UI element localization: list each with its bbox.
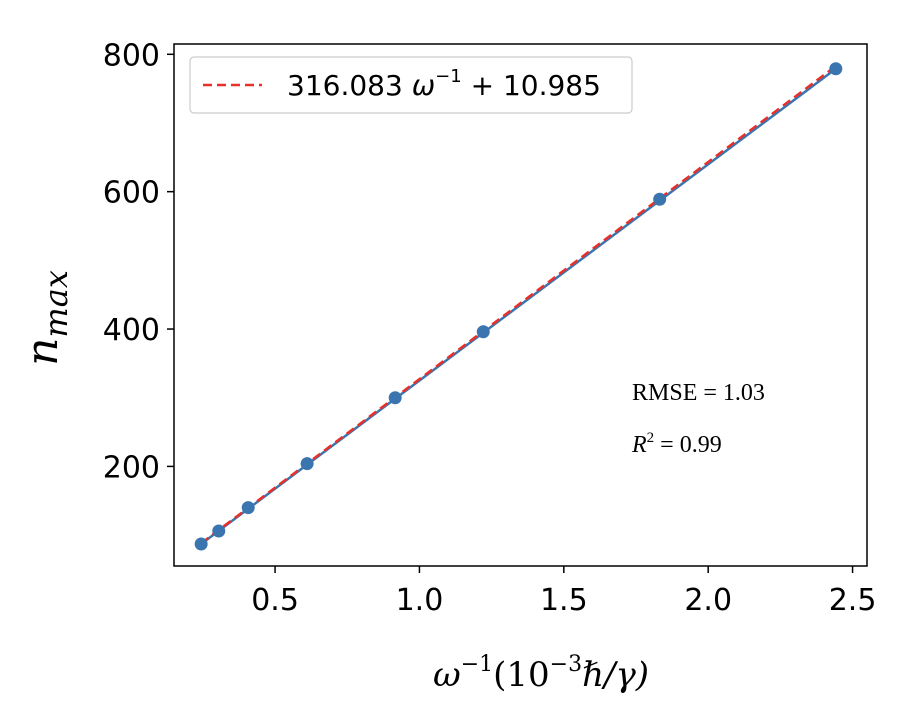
x-tick-label: 1.0 bbox=[396, 583, 444, 618]
x-tick-label: 0.5 bbox=[251, 583, 299, 618]
legend-fit-exp: −1 bbox=[435, 66, 462, 87]
data-point bbox=[212, 524, 226, 538]
legend-fit-omega: ω bbox=[412, 69, 435, 102]
y-axis-label-sub: max bbox=[37, 270, 75, 337]
x-tick-label: 2.5 bbox=[829, 583, 877, 618]
series-layer bbox=[194, 62, 843, 551]
data-point bbox=[653, 192, 667, 206]
data-point bbox=[300, 457, 314, 471]
plot-frame bbox=[173, 43, 868, 567]
r2-exp: 2 bbox=[647, 430, 655, 446]
legend-fit-label: 316.083 ω−1 + 10.985 bbox=[287, 66, 601, 102]
data-point bbox=[388, 391, 402, 405]
fit-line bbox=[200, 65, 837, 545]
y-axis-label-base: n bbox=[17, 338, 68, 366]
r2-symbol: R bbox=[631, 432, 647, 458]
x-axis-label: ω−1(10−3ℏ/γ) bbox=[433, 652, 649, 695]
r2-annotation: R2 = 0.99 bbox=[631, 430, 722, 458]
legend-fit-prefix: 316.083 bbox=[287, 69, 412, 102]
r2-rest: = 0.99 bbox=[654, 432, 722, 458]
x-tick-label: 1.5 bbox=[540, 583, 588, 618]
rmse-annotation: RMSE = 1.03 bbox=[632, 380, 765, 406]
axes: 0.5 1.0 1.5 2.0 2.5 200 400 600 800 bbox=[103, 38, 877, 618]
y-tick-label: 800 bbox=[103, 38, 160, 73]
x-axis-label-open: (10 bbox=[493, 655, 550, 695]
data-point bbox=[241, 501, 255, 515]
x-axis-label-ten-exp: −3 bbox=[550, 652, 582, 677]
x-axis-label-rest: ℏ/γ) bbox=[582, 655, 649, 695]
data-point bbox=[829, 62, 843, 76]
y-axis-label: nmax bbox=[17, 270, 75, 366]
data-point bbox=[476, 325, 490, 339]
data-point bbox=[194, 537, 208, 551]
y-tick-label: 200 bbox=[103, 450, 160, 485]
legend-fit-suffix: + 10.985 bbox=[462, 69, 601, 102]
x-axis-label-omega-exp: −1 bbox=[461, 652, 493, 677]
x-tick-label: 2.0 bbox=[684, 583, 732, 618]
legend: 316.083 ω−1 + 10.985 bbox=[189, 56, 633, 114]
legend-box bbox=[189, 56, 633, 114]
y-tick-label: 600 bbox=[103, 176, 160, 211]
y-tick-label: 400 bbox=[103, 313, 160, 348]
x-axis-label-omega: ω bbox=[433, 655, 461, 695]
